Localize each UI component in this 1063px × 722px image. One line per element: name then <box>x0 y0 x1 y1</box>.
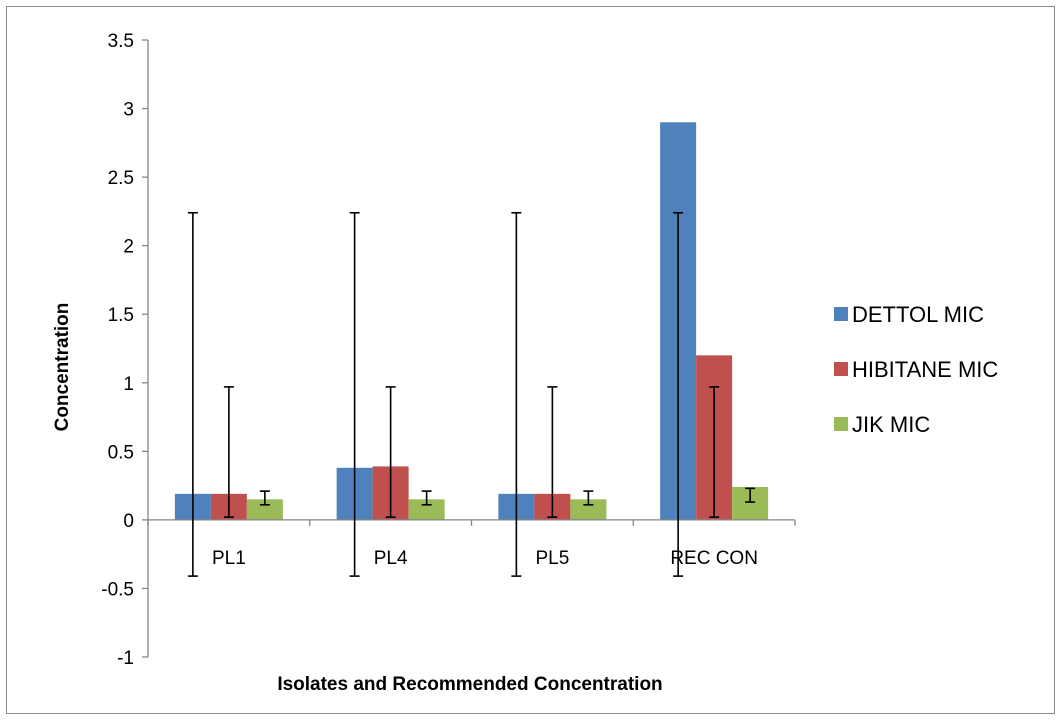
x-tick-label: PL1 <box>212 548 246 569</box>
chart-frame <box>6 6 1055 714</box>
y-tick-label: -0.5 <box>101 579 134 600</box>
y-axis-title: Concentration <box>52 303 73 432</box>
x-tick-label: REC CON <box>670 548 758 569</box>
x-tick-label: PL4 <box>374 548 408 569</box>
y-tick-label: 2 <box>123 237 134 258</box>
legend: DETTOL MIC HIBITANE MIC JIK MIC <box>834 302 998 437</box>
legend-swatch <box>834 307 848 321</box>
legend-label: DETTOL MIC <box>852 302 984 327</box>
x-tick-label: PL5 <box>535 548 569 569</box>
legend-swatch <box>834 417 848 431</box>
y-tick-label: 1.5 <box>108 305 134 326</box>
x-axis-title: Isolates and Recommended Concentration <box>277 674 662 695</box>
bars <box>174 122 769 520</box>
legend-swatch <box>834 362 848 376</box>
y-tick-label: 3 <box>123 100 134 121</box>
legend-label: HIBITANE MIC <box>852 357 998 382</box>
bar <box>408 499 445 520</box>
y-tick-label: 3.5 <box>108 31 134 52</box>
error-bars <box>187 211 756 577</box>
y-tick-label: 2.5 <box>108 168 134 189</box>
y-tick-label: 1 <box>123 374 134 395</box>
labels: 3.5 3 2.5 2 1.5 1 0.5 0 -0.5 -1 PL1 PL4 PL5 REC CON <box>101 31 758 669</box>
y-tick-label: -1 <box>117 648 134 669</box>
y-tick-label: 0.5 <box>108 442 134 463</box>
legend-label: JIK MIC <box>852 412 930 437</box>
bar <box>570 499 607 520</box>
axes <box>142 39 796 658</box>
y-tick-label: 0 <box>123 511 134 532</box>
bar <box>246 499 283 520</box>
